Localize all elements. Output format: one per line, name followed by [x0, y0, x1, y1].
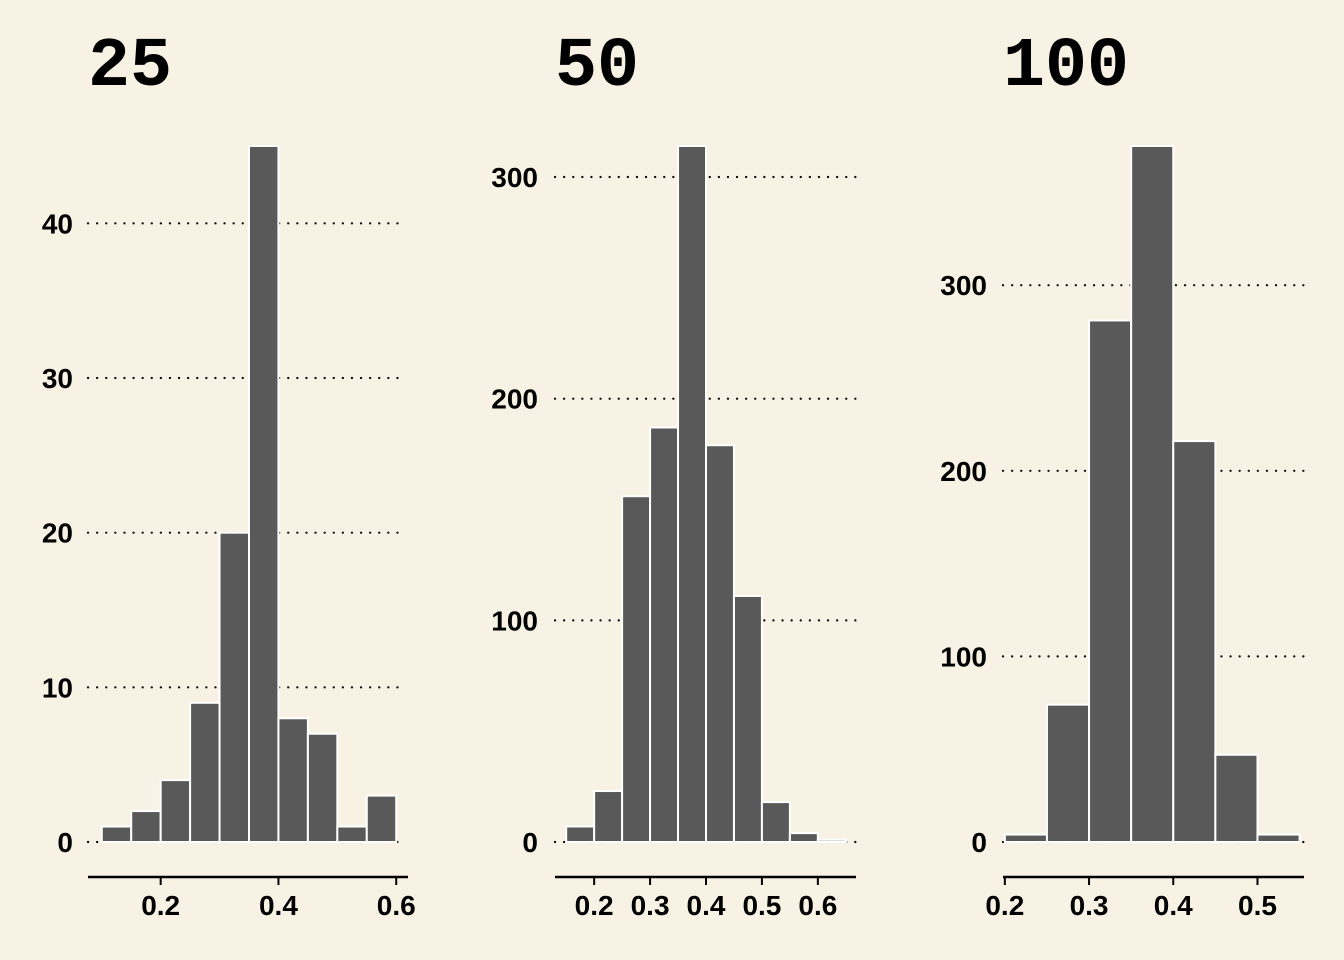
- histogram-bar: [760, 801, 791, 844]
- x-tick-label: 0.2: [141, 890, 180, 921]
- x-tick-label: 0.3: [1070, 890, 1109, 921]
- histogram-bar: [816, 838, 847, 844]
- histogram-bar: [621, 495, 652, 843]
- panel-title: 50: [555, 28, 639, 107]
- histogram-bar: [593, 790, 624, 843]
- histogram-bar: [732, 594, 763, 844]
- y-tick-label: 10: [42, 672, 73, 703]
- histogram-bar: [306, 732, 339, 844]
- histogram-bar: [1045, 703, 1091, 843]
- x-tick-label: 0.4: [1154, 890, 1193, 921]
- histogram-bar: [248, 145, 280, 843]
- panel-title: 100: [1003, 28, 1129, 107]
- histogram-bar: [159, 779, 192, 844]
- panel-title: 25: [88, 28, 172, 107]
- histogram-bar: [130, 810, 162, 843]
- y-tick-label: 30: [42, 363, 73, 394]
- histogram-panel-2: 50 0 100 200 300 0.2 0.3 0.4 0.5 0.6: [491, 28, 860, 921]
- histogram-bar: [705, 444, 735, 843]
- y-tick-label: 300: [940, 270, 987, 301]
- histogram-bar: [100, 825, 133, 843]
- y-tick-label: 100: [940, 641, 987, 672]
- y-tick-label: 0: [971, 827, 987, 858]
- x-tick-label: 0.5: [742, 890, 781, 921]
- x-tick-label: 0.3: [631, 890, 670, 921]
- histogram-bar: [1003, 833, 1048, 843]
- histogram-panel-1: 25 0 10 20 30 40 0.2 0.4 0.6: [42, 28, 416, 921]
- histogram-bar: [189, 701, 221, 843]
- y-tick-label: 20: [42, 518, 73, 549]
- histogram-bar: [565, 825, 596, 843]
- histogram-bar: [336, 825, 368, 843]
- y-tick-label: 100: [491, 605, 538, 636]
- x-tick-label: 0.6: [377, 890, 416, 921]
- y-tick-label: 300: [491, 162, 538, 193]
- y-tick-label: 200: [940, 456, 987, 487]
- histogram-bar: [365, 794, 398, 843]
- y-tick-label: 40: [42, 208, 73, 239]
- histogram-panel-3: 100 0 100 200 300 0.2 0.3 0.4 0.5: [940, 28, 1310, 921]
- x-tick-label: 0.2: [985, 890, 1024, 921]
- histogram-bar: [1130, 145, 1175, 843]
- histogram-bar: [1256, 833, 1301, 843]
- x-tick-label: 0.4: [687, 890, 726, 921]
- x-tick-label: 0.4: [259, 890, 298, 921]
- histogram-bar: [677, 145, 708, 843]
- y-tick-label: 0: [57, 827, 73, 858]
- histogram-bar: [1172, 440, 1217, 843]
- histogram-bar: [788, 832, 819, 843]
- histogram-bar: [1214, 753, 1259, 844]
- x-tick-label: 0.6: [798, 890, 837, 921]
- histogram-bar: [649, 426, 680, 843]
- histogram-bar: [1088, 319, 1133, 843]
- histogram-bar: [277, 717, 309, 843]
- y-tick-label: 200: [491, 384, 538, 415]
- x-tick-label: 0.2: [575, 890, 614, 921]
- y-tick-label: 0: [522, 827, 538, 858]
- x-tick-label: 0.5: [1238, 890, 1277, 921]
- histogram-bar: [218, 531, 251, 844]
